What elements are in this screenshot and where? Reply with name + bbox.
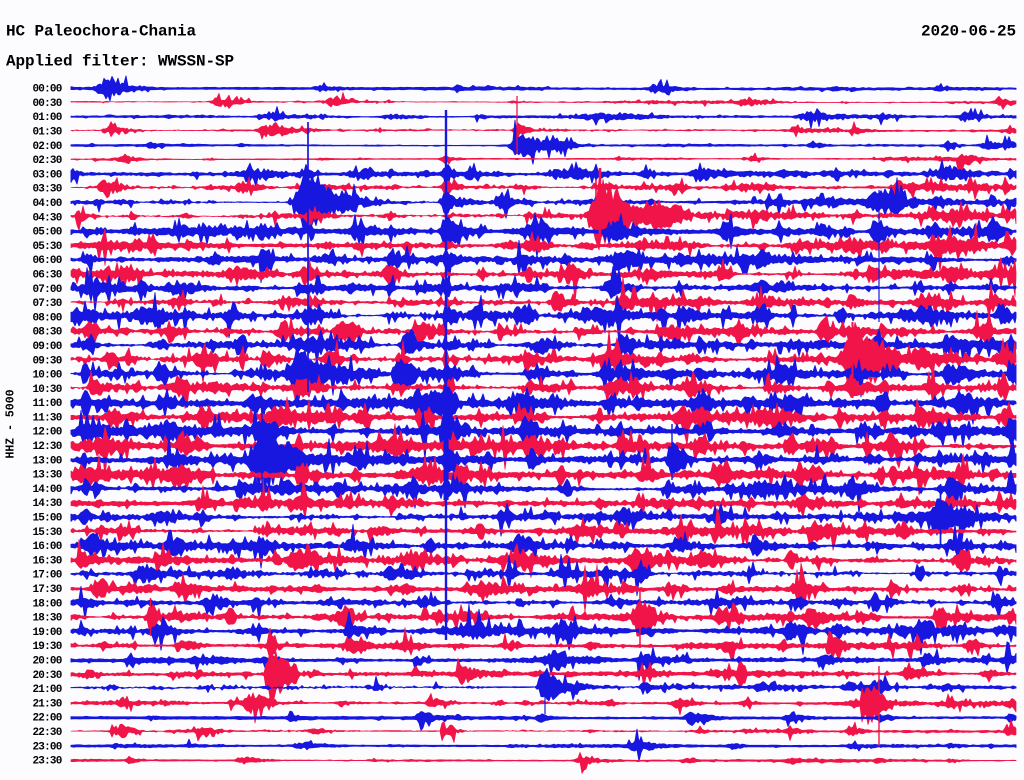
svg-text:06:00: 06:00: [32, 255, 61, 267]
svg-text:19:30: 19:30: [32, 641, 61, 653]
svg-text:21:00: 21:00: [32, 684, 61, 696]
svg-text:14:30: 14:30: [32, 498, 61, 510]
svg-text:11:00: 11:00: [32, 398, 61, 410]
svg-text:18:30: 18:30: [32, 613, 61, 625]
svg-text:08:00: 08:00: [32, 312, 61, 324]
svg-text:05:30: 05:30: [32, 241, 61, 253]
svg-text:09:30: 09:30: [32, 355, 61, 367]
svg-text:02:00: 02:00: [32, 141, 61, 153]
svg-text:07:00: 07:00: [32, 284, 61, 296]
svg-text:00:00: 00:00: [32, 84, 61, 96]
svg-text:20:00: 20:00: [32, 656, 61, 668]
svg-text:03:00: 03:00: [32, 169, 61, 181]
svg-text:09:00: 09:00: [32, 341, 61, 353]
svg-text:01:30: 01:30: [32, 127, 61, 139]
svg-text:HC Paleochora-Chania: HC Paleochora-Chania: [6, 23, 197, 41]
svg-text:Applied filter: WWSSN-SP: Applied filter: WWSSN-SP: [6, 53, 234, 71]
svg-text:15:00: 15:00: [32, 513, 61, 525]
svg-text:23:30: 23:30: [32, 756, 61, 768]
svg-text:00:30: 00:30: [32, 98, 61, 110]
svg-text:12:00: 12:00: [32, 427, 61, 439]
svg-text:02:30: 02:30: [32, 155, 61, 167]
svg-text:16:30: 16:30: [32, 555, 61, 567]
svg-text:18:00: 18:00: [32, 598, 61, 610]
svg-text:07:30: 07:30: [32, 298, 61, 310]
svg-text:10:00: 10:00: [32, 370, 61, 382]
svg-text:04:30: 04:30: [32, 212, 61, 224]
svg-text:19:00: 19:00: [32, 627, 61, 639]
svg-text:05:00: 05:00: [32, 227, 61, 239]
svg-text:23:00: 23:00: [32, 741, 61, 753]
svg-text:17:00: 17:00: [32, 570, 61, 582]
svg-text:06:30: 06:30: [32, 270, 61, 282]
svg-text:08:30: 08:30: [32, 327, 61, 339]
svg-text:21:30: 21:30: [32, 698, 61, 710]
svg-text:17:30: 17:30: [32, 584, 61, 596]
svg-text:13:30: 13:30: [32, 470, 61, 482]
svg-text:14:00: 14:00: [32, 484, 61, 496]
svg-text:13:00: 13:00: [32, 455, 61, 467]
svg-text:22:30: 22:30: [32, 727, 61, 739]
svg-text:15:30: 15:30: [32, 527, 61, 539]
svg-text:2020-06-25: 2020-06-25: [921, 23, 1016, 41]
svg-text:03:30: 03:30: [32, 184, 61, 196]
svg-text:22:00: 22:00: [32, 713, 61, 725]
svg-text:04:00: 04:00: [32, 198, 61, 210]
svg-text:HHZ - 5000: HHZ - 5000: [5, 389, 18, 458]
svg-text:10:30: 10:30: [32, 384, 61, 396]
svg-text:16:00: 16:00: [32, 541, 61, 553]
svg-text:20:30: 20:30: [32, 670, 61, 682]
svg-text:12:30: 12:30: [32, 441, 61, 453]
svg-text:01:00: 01:00: [32, 112, 61, 124]
svg-text:11:30: 11:30: [32, 413, 61, 425]
